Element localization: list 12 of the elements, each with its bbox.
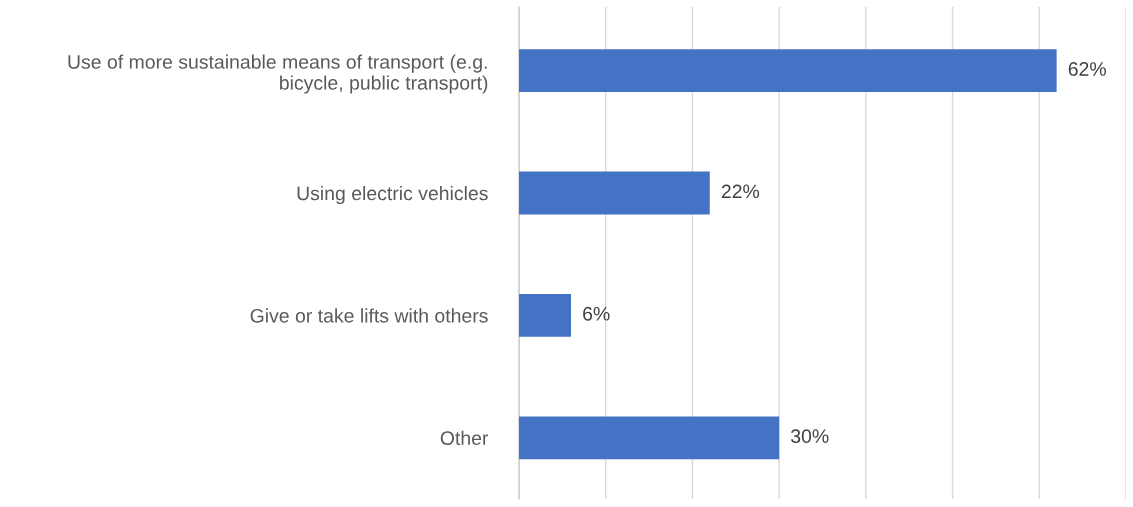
data-label: 22% (721, 184, 760, 199)
y-tick-label: Use of more sustainable means of transport (e.g. bicycle, public transport) (68, 54, 488, 94)
bar (519, 171, 710, 215)
bar (519, 49, 1057, 93)
bar (519, 416, 780, 460)
y-tick-label: Give or take lifts with others (250, 308, 488, 323)
bar (519, 294, 572, 337)
data-label: 30% (791, 429, 829, 444)
y-tick-label: Other (440, 430, 489, 446)
data-label: 6% (583, 306, 610, 321)
data-label: 62% (1068, 62, 1106, 76)
y-tick-label: Using electric vehicles (297, 185, 488, 205)
